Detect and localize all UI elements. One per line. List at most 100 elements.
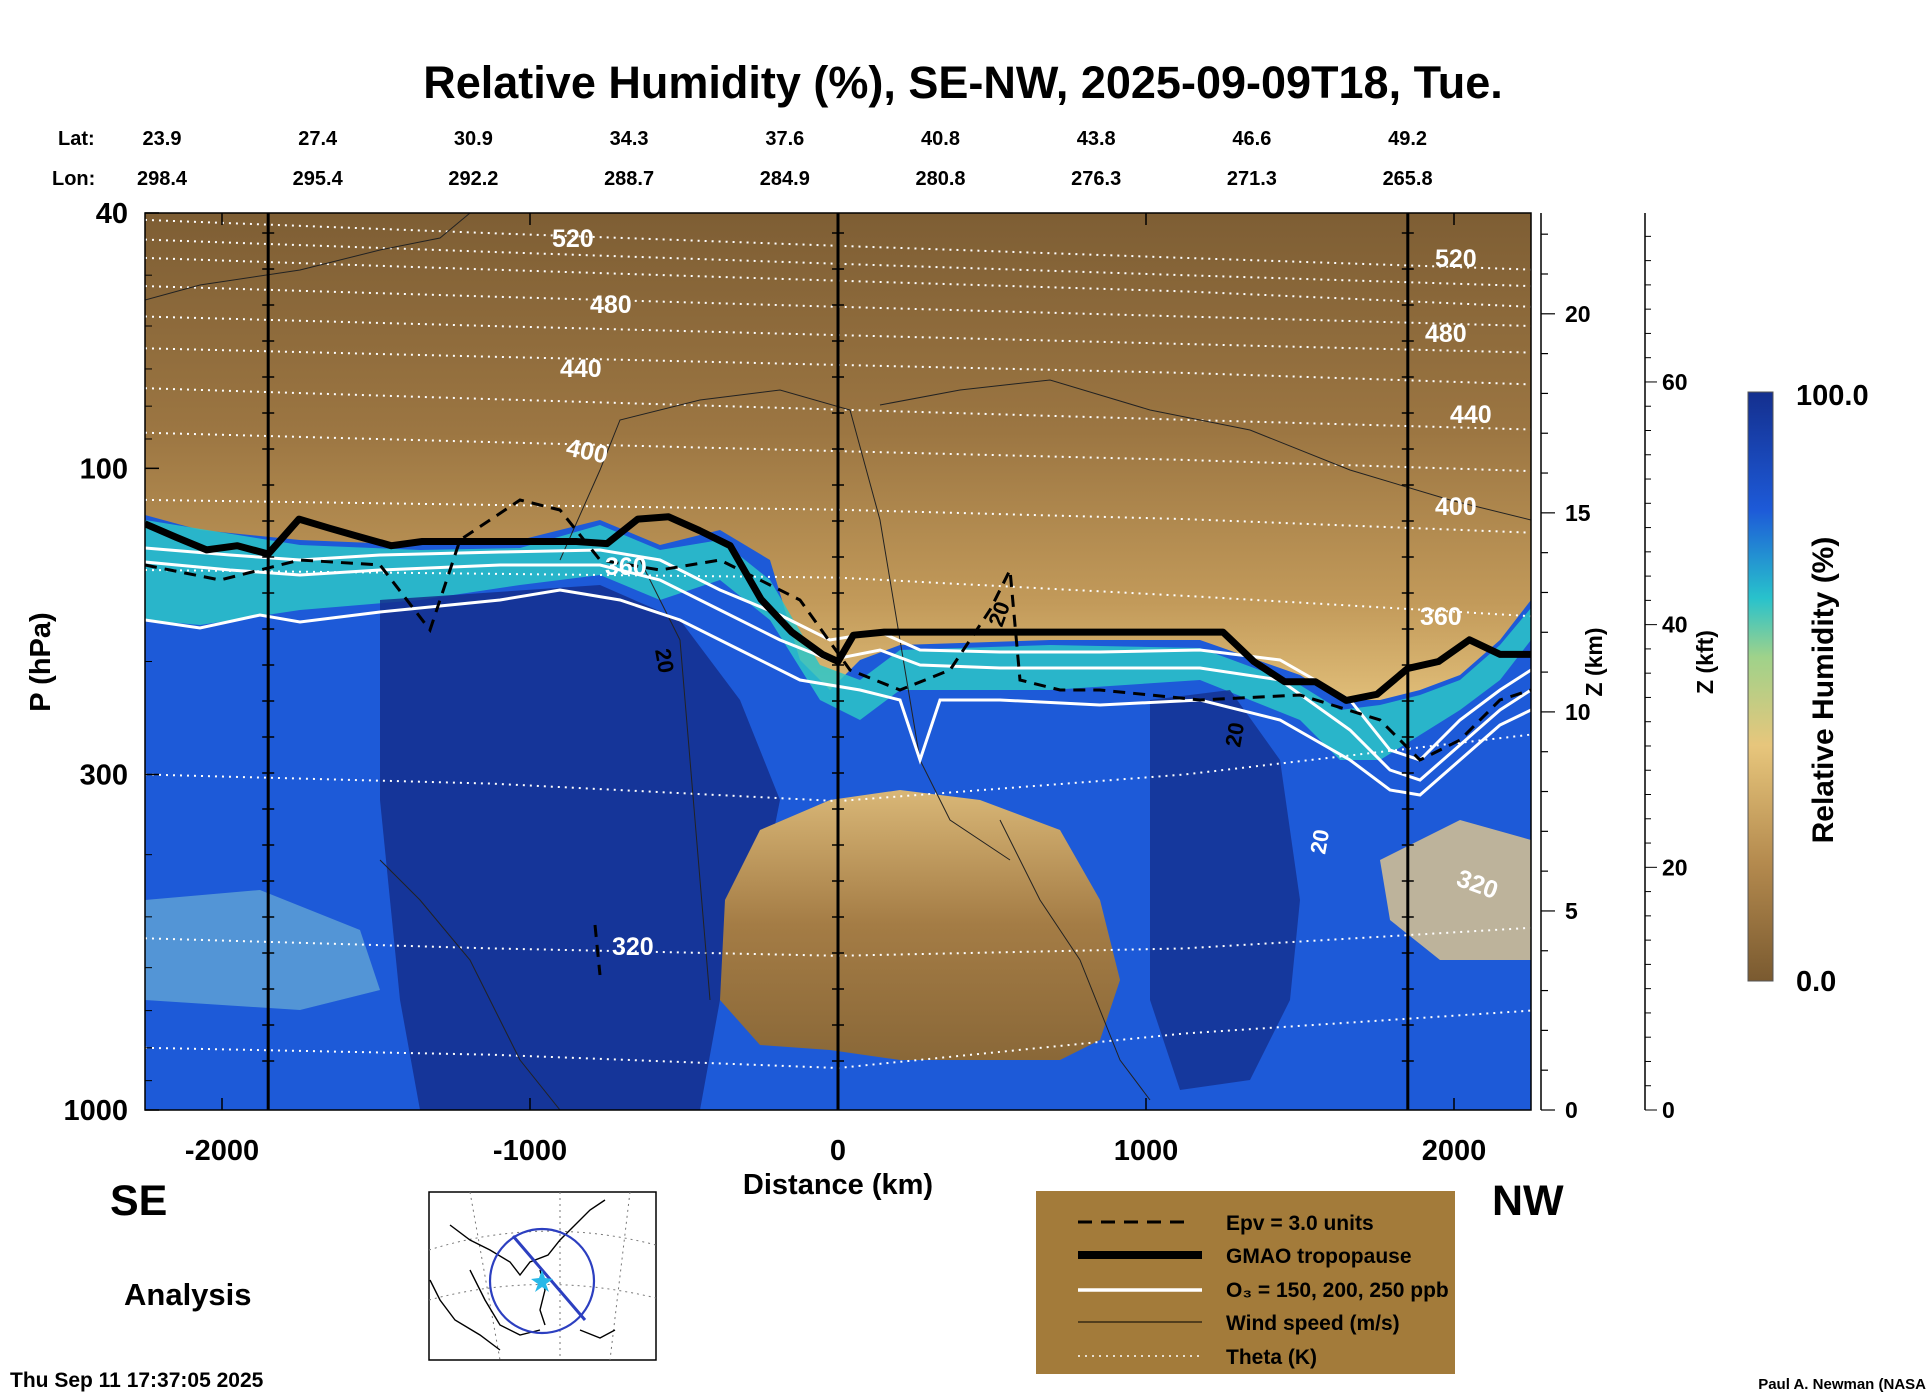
wind-label: 20 [650, 647, 679, 675]
ozone-contour [145, 588, 1531, 797]
theta-label-480a: 480 [590, 291, 632, 319]
epv-contours [145, 498, 1531, 976]
direction-se-label: SE [110, 1177, 167, 1225]
y-tick-label: 300 [80, 759, 128, 791]
theta-labels: 520 520 480 480 440 440 400 400 360 360 … [552, 225, 1502, 961]
lat-value: 27.4 [298, 128, 338, 150]
y-axis-ticks: 40 100 300 1000 [63, 198, 159, 1127]
x-axis-label: Distance (km) [743, 1169, 933, 1201]
dry-intrusion-region [720, 790, 1120, 1060]
z-km-tick-label: 5 [1565, 898, 1578, 924]
z-km-label: Z (km) [1581, 628, 1607, 697]
x-tick-label: 0 [830, 1135, 846, 1167]
lon-value: 271.3 [1227, 168, 1277, 190]
x-tick-label: -1000 [493, 1135, 567, 1167]
z-km-axis: 0 5 10 15 20 [1540, 213, 1591, 1123]
lon-label: Lon: [52, 168, 95, 190]
legend-label-theta: Theta (K) [1226, 1346, 1317, 1369]
ozone-contours [145, 546, 1531, 797]
x-tick-label: 1000 [1114, 1135, 1179, 1167]
legend-label-wind: Wind speed (m/s) [1226, 1312, 1400, 1335]
lon-value: 280.8 [915, 168, 965, 190]
legend-label-ozone: O₃ = 150, 200, 250 ppb [1226, 1279, 1449, 1302]
x-tick-label: 2000 [1422, 1135, 1487, 1167]
theta-label-320a: 320 [612, 933, 654, 961]
lon-value: 276.3 [1071, 168, 1121, 190]
legend-label-tropopause: GMAO tropopause [1226, 1245, 1412, 1268]
y-tick-label: 100 [80, 453, 128, 485]
z-kft-axis: 0 20 40 60 [1644, 213, 1688, 1123]
lat-label: Lat: [58, 128, 95, 150]
colorbar [1747, 391, 1774, 982]
z-kft-tick-label: 40 [1662, 612, 1688, 638]
theta-label-400b: 400 [1435, 493, 1477, 521]
wind-label: 20 [1305, 827, 1334, 855]
lat-value: 46.6 [1232, 128, 1271, 150]
wind-contour [379, 859, 561, 1110]
vertical-marker-lines [262, 213, 1414, 1110]
inset-map-range-circle [488, 1227, 596, 1335]
inset-map-gridlines [428, 1191, 657, 1361]
colorbar-max-label: 100.0 [1796, 380, 1869, 412]
legend: Epv = 3.0 units GMAO tropopause O₃ = 150… [1036, 1191, 1455, 1374]
credit-text: Paul A. Newman (NASA [1758, 1376, 1926, 1393]
y-axis-label: P (hPa) [25, 612, 57, 711]
theta-label-520a: 520 [552, 225, 594, 253]
z-km-tick-label: 20 [1565, 301, 1591, 327]
lat-lon-header: Lat: Lon: 23.9 298.4 27.4 295.4 30.9 292.2 34.… [52, 128, 1433, 190]
x-tick-label: -2000 [185, 1135, 259, 1167]
wind-speed-contours [145, 213, 1531, 1110]
z-kft-tick-label: 0 [1662, 1097, 1675, 1123]
theta-label-440a: 440 [560, 355, 602, 383]
epv-contour [593, 924, 602, 976]
ozone-contour [145, 560, 1531, 782]
direction-nw-label: NW [1492, 1177, 1564, 1225]
inset-map-coastline [429, 1199, 616, 1351]
inset-map-transect [511, 1235, 587, 1321]
lat-value: 23.9 [143, 128, 182, 150]
colorbar-min-label: 0.0 [1796, 966, 1836, 998]
lat-value: 37.6 [765, 128, 804, 150]
wind-contour [639, 559, 711, 1001]
wind-contour [999, 819, 1151, 1101]
theta-label-480b: 480 [1425, 320, 1467, 348]
lat-value: 40.8 [921, 128, 960, 150]
wind-contour [879, 379, 1531, 521]
nw-moist-patch [1150, 690, 1300, 1090]
theta-label-440b: 440 [1450, 401, 1492, 429]
inset-map [428, 1191, 657, 1361]
moist-core-region [380, 585, 780, 1110]
lon-value: 265.8 [1383, 168, 1433, 190]
analysis-label: Analysis [124, 1277, 252, 1312]
theta-label-520b: 520 [1435, 245, 1477, 273]
lon-value: 295.4 [293, 168, 344, 190]
epv-contour [145, 498, 1531, 762]
ozone-contour [145, 546, 1531, 762]
gmao-tropopause-line [145, 513, 1531, 704]
wind-contour [559, 389, 1011, 861]
timestamp: Thu Sep 11 17:37:05 2025 [10, 1369, 264, 1392]
y-tick-label: 40 [96, 198, 128, 230]
z-km-tick-label: 10 [1565, 699, 1591, 725]
z-km-tick-label: 15 [1565, 500, 1591, 526]
wind-contour [145, 213, 471, 301]
z-km-tick-label: 0 [1565, 1097, 1578, 1123]
lat-value: 49.2 [1388, 128, 1427, 150]
nw-light-patch [1380, 820, 1531, 960]
tropopause-transition-band [145, 520, 1531, 760]
inset-map-center-star-icon [531, 1270, 553, 1292]
light-moist-patch [145, 890, 380, 1010]
lat-value: 34.3 [610, 128, 649, 150]
colorbar-title: Relative Humidity (%) [1807, 537, 1840, 844]
plot-area: 520 520 480 480 440 440 400 400 360 360 … [145, 213, 1531, 1110]
lon-value: 288.7 [604, 168, 654, 190]
lat-value: 30.9 [454, 128, 493, 150]
y-tick-label: 1000 [63, 1095, 128, 1127]
x-axis-ticks: -2000 -1000 0 1000 2000 [185, 213, 1486, 1167]
wind-label: 20 [1220, 720, 1249, 748]
chart-title: Relative Humidity (%), SE-NW, 2025-09-09… [423, 57, 1503, 108]
z-kft-tick-label: 60 [1662, 369, 1688, 395]
lon-value: 284.9 [760, 168, 810, 190]
theta-label-360b: 360 [1420, 603, 1462, 631]
